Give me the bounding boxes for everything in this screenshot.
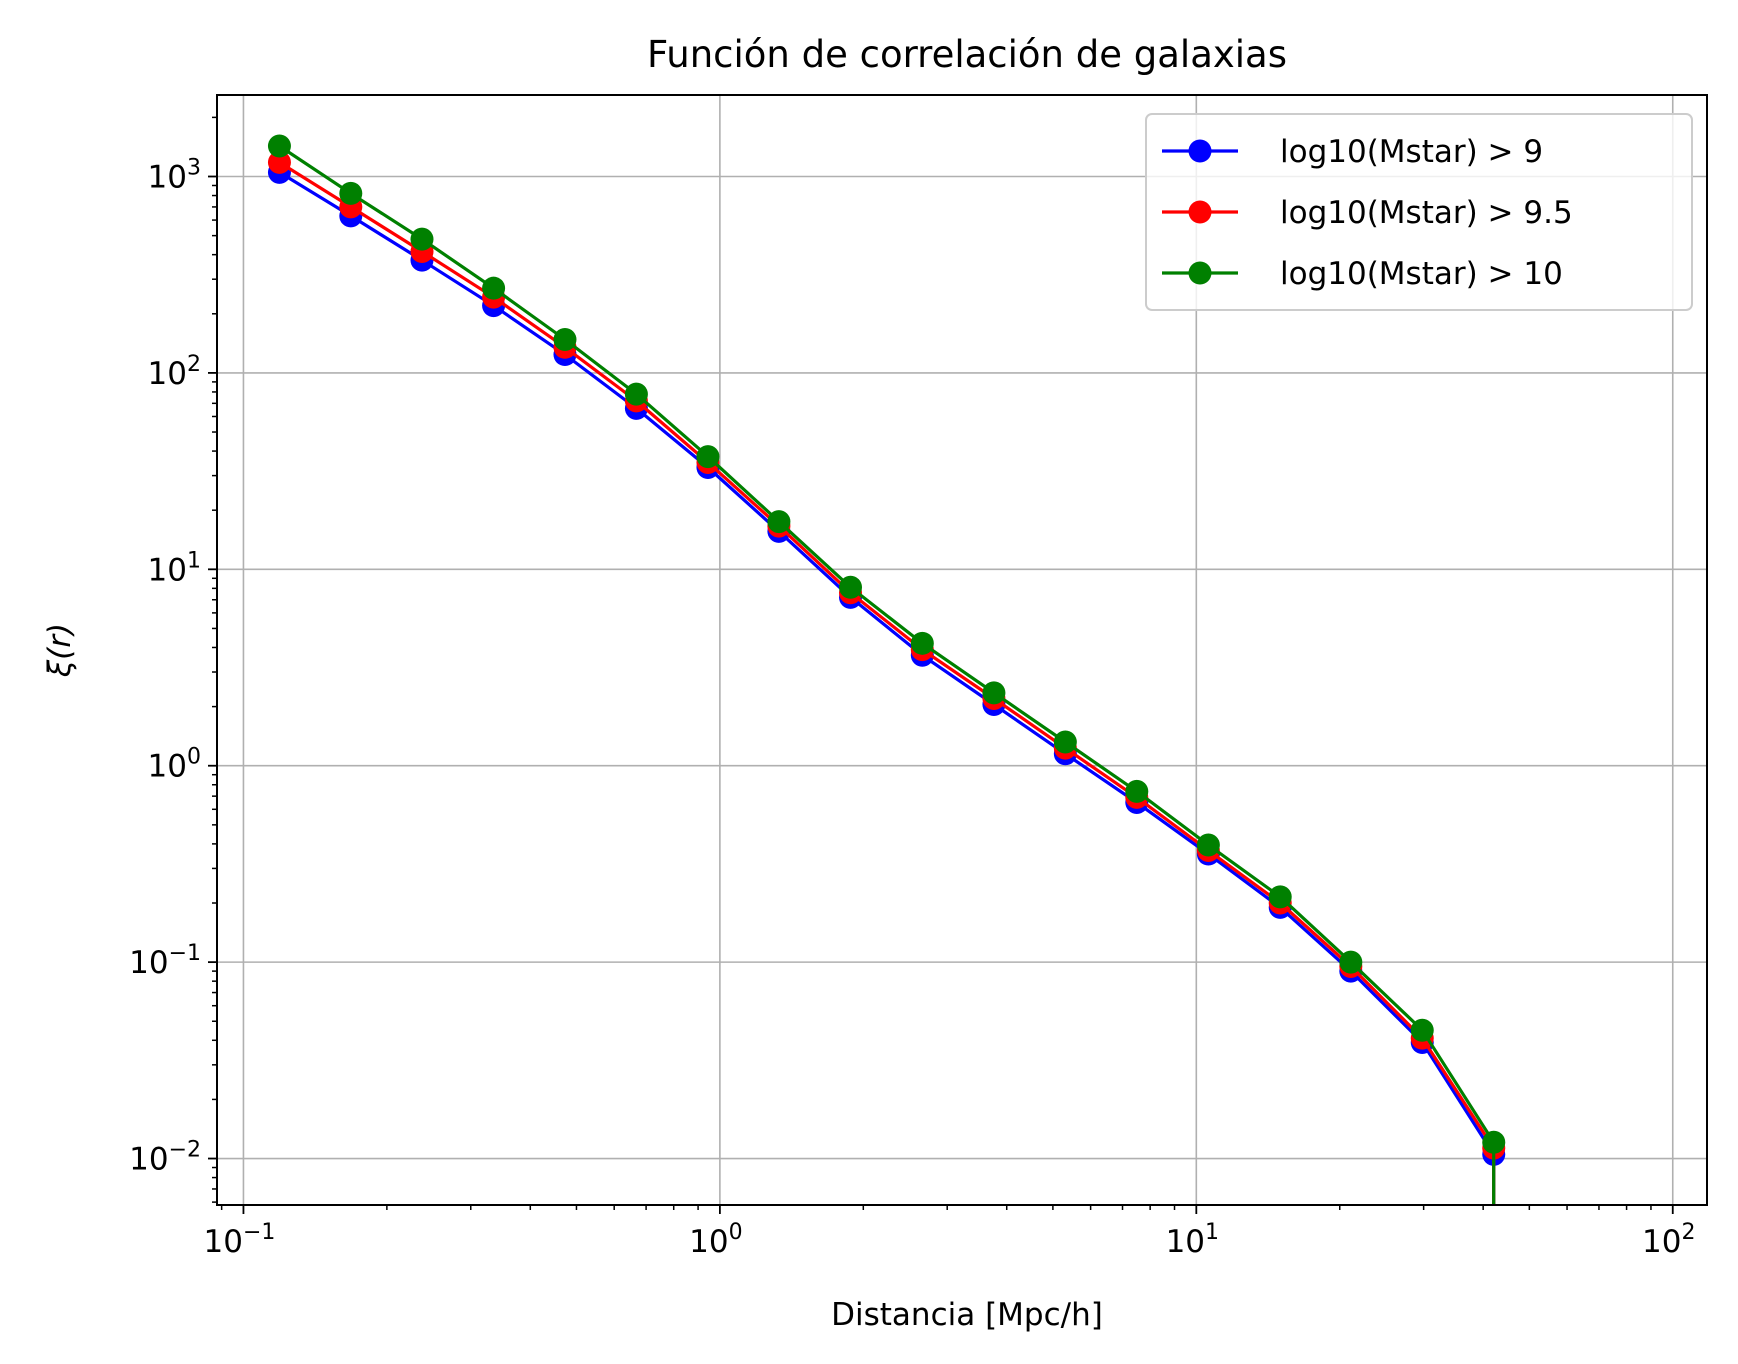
y-tick-label: 10−2 (129, 1138, 201, 1178)
data-point (839, 575, 863, 599)
data-point (553, 327, 577, 351)
data-point (267, 134, 291, 158)
data-point (1125, 779, 1149, 803)
data-point (1196, 833, 1220, 857)
data-point (1053, 730, 1077, 754)
x-tick-label: 102 (1642, 1220, 1695, 1260)
data-point (910, 631, 934, 655)
legend: log10(Mstar) > 9 log10(Mstar) > 9.5 log10(… (1145, 113, 1693, 311)
legend-marker (1188, 139, 1212, 163)
data-point (767, 510, 791, 534)
y-tick-label: 103 (148, 156, 201, 196)
legend-box (1145, 113, 1693, 311)
y-tick-label: 102 (148, 352, 201, 392)
y-tick-label: 101 (148, 548, 201, 588)
chart-title: Función de correlación de galaxias (647, 33, 1287, 76)
axis-ticks: 10−1 100 101 102 10−2 10−1 100 101 102 103 (129, 116, 1695, 1260)
x-tick-label: 101 (1166, 1220, 1219, 1260)
legend-marker (1188, 261, 1212, 285)
legend-label: log10(Mstar) > 9 (1280, 134, 1543, 170)
data-point (482, 276, 506, 300)
series-3 (267, 134, 1506, 1205)
data-point (624, 382, 648, 406)
x-tick-label: 10−1 (204, 1220, 276, 1260)
series-group (267, 134, 1506, 1205)
x-tick-label: 100 (689, 1220, 742, 1260)
legend-label: log10(Mstar) > 9.5 (1280, 195, 1573, 231)
y-tick-label: 10−1 (129, 941, 201, 981)
data-point (1339, 950, 1363, 974)
data-point (410, 227, 434, 251)
y-axis-label: ξ(r) (42, 623, 78, 678)
plot-frame (216, 94, 1708, 1206)
data-point (982, 681, 1006, 705)
x-axis-label: Distancia [Mpc/h] (831, 1297, 1103, 1333)
data-point (339, 181, 363, 205)
data-point (1410, 1018, 1434, 1042)
legend-label: log10(Mstar) > 10 (1280, 256, 1563, 292)
y-tick-label: 100 (148, 745, 201, 785)
legend-marker (1188, 200, 1212, 224)
data-point (696, 445, 720, 469)
data-point (1268, 885, 1292, 909)
data-point (1482, 1130, 1506, 1154)
data-point (267, 150, 291, 174)
